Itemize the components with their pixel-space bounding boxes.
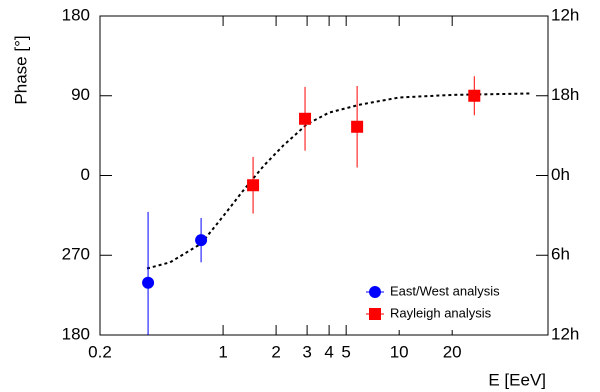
x-tick-label: 20 xyxy=(443,342,462,361)
legend-label: Rayleigh analysis xyxy=(390,305,492,320)
y2-tick-label: 0h xyxy=(551,165,570,184)
x-tick-label: 10 xyxy=(390,342,409,361)
x-tick-label: 4 xyxy=(324,342,333,361)
y-tick-label: 270 xyxy=(62,245,90,264)
plot-area xyxy=(142,76,530,335)
legend-box xyxy=(362,282,542,330)
y2-tick-label: 6h xyxy=(551,245,570,264)
point xyxy=(351,120,364,133)
point xyxy=(247,179,260,192)
y2-tick-label: 18h xyxy=(551,85,579,104)
y2-tick-label: 12h xyxy=(551,324,579,343)
point xyxy=(299,112,312,125)
legend-label: East/West analysis xyxy=(390,283,500,298)
point xyxy=(142,276,155,289)
point xyxy=(468,89,481,102)
y-axis-label: Phase [°] xyxy=(11,35,30,104)
x-tick-label: 3 xyxy=(302,342,311,361)
y-tick-label: 90 xyxy=(71,85,90,104)
y-tick-label: 0 xyxy=(81,165,90,184)
x-tick-label: 2 xyxy=(271,342,280,361)
x-tick-label: 5 xyxy=(341,342,350,361)
x-axis-label: E [EeV] xyxy=(488,370,546,389)
x-tick-label: 1 xyxy=(218,342,227,361)
legend-marker xyxy=(369,286,381,298)
x-tick-label: 0.2 xyxy=(88,342,112,361)
y-tick-label: 180 xyxy=(62,324,90,343)
point xyxy=(195,234,208,247)
y2-tick-label: 12h xyxy=(551,5,579,24)
legend-marker xyxy=(369,308,381,320)
y-tick-label: 180 xyxy=(62,5,90,24)
